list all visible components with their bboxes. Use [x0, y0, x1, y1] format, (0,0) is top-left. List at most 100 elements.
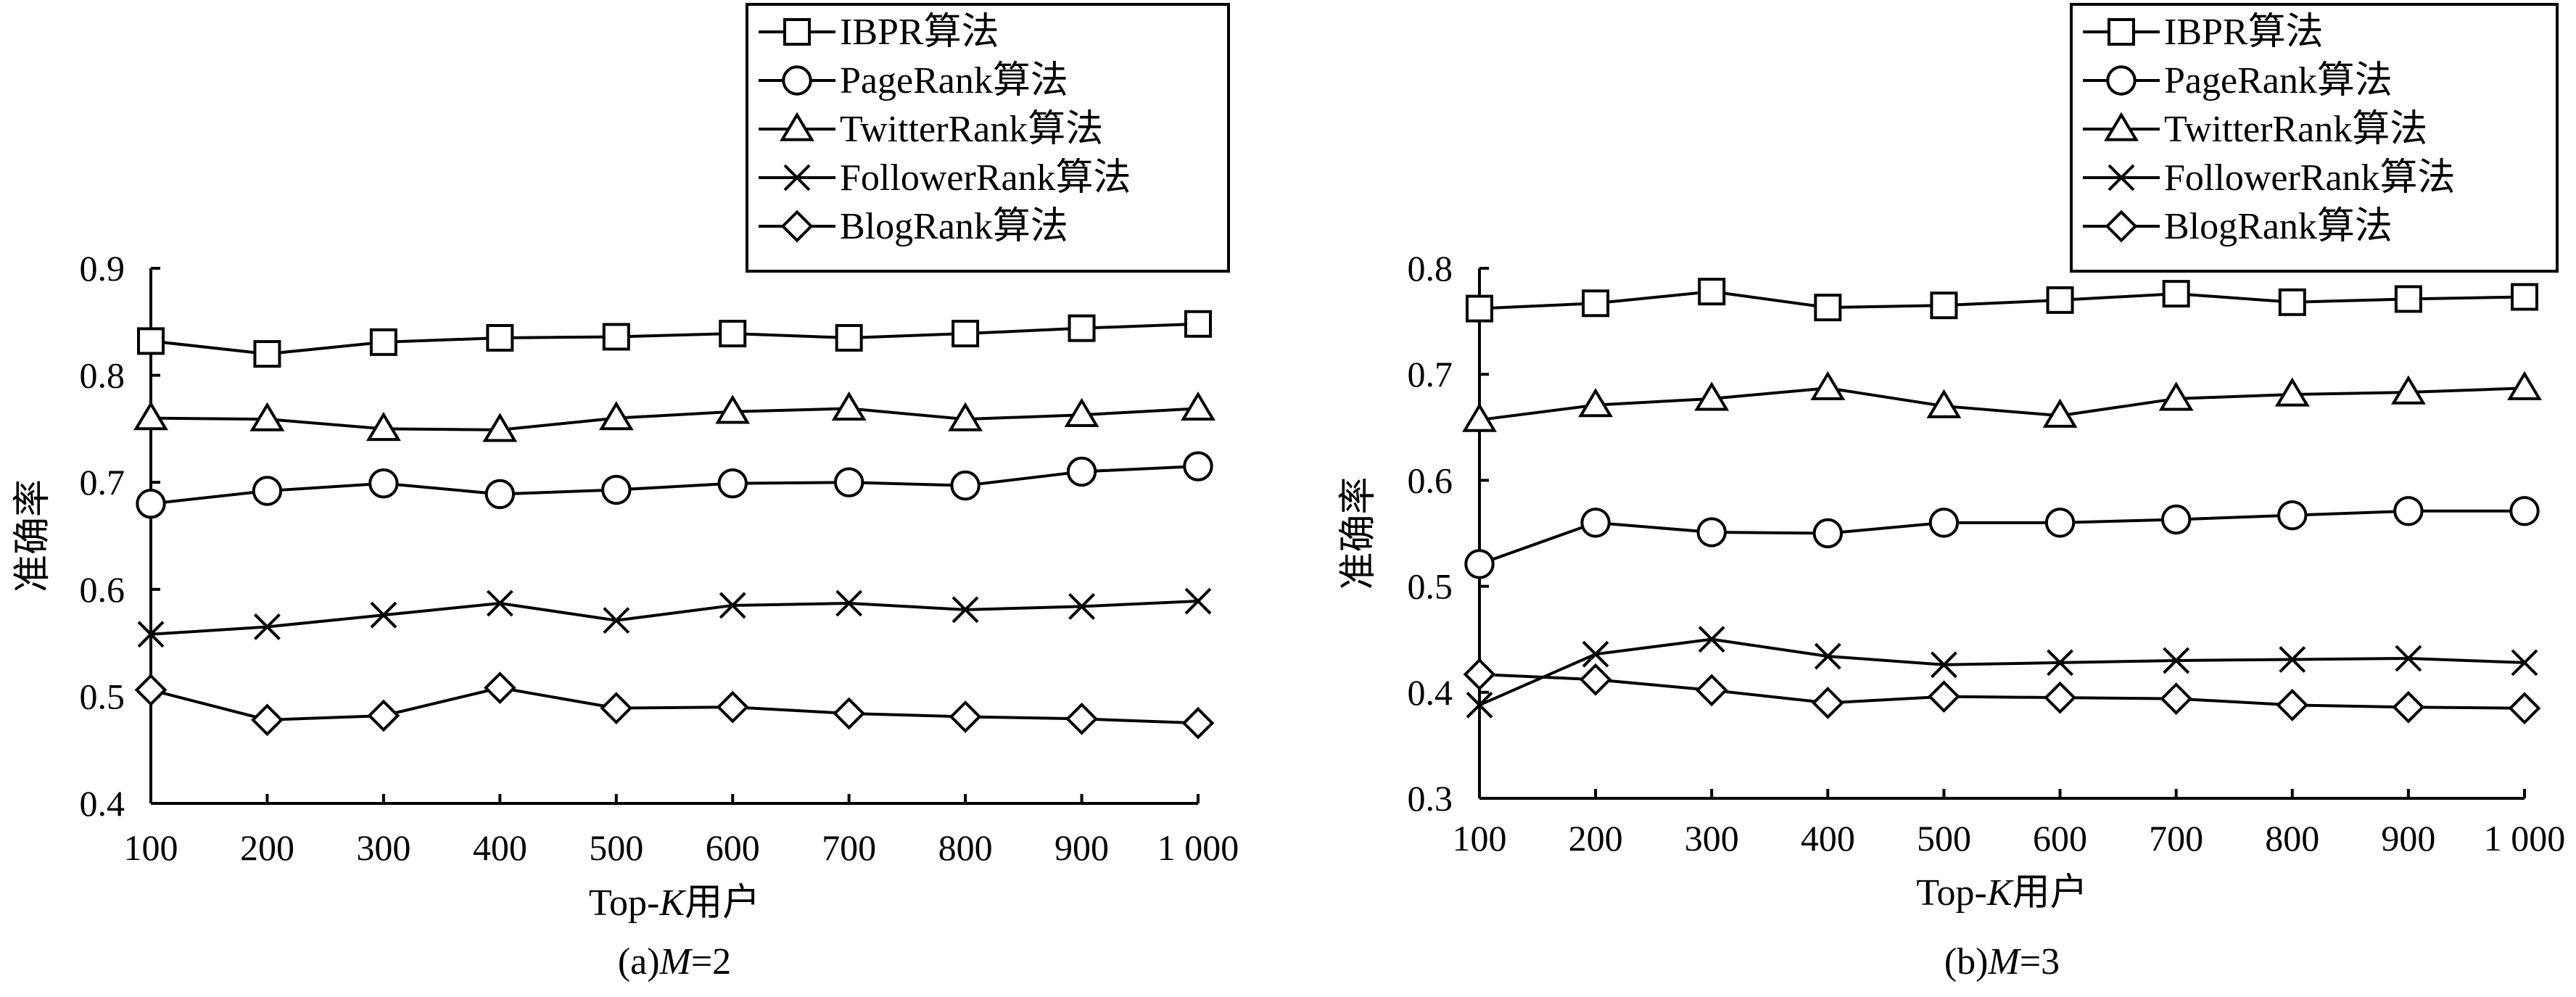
- data-point-triangle: [1462, 402, 1497, 432]
- data-point-triangle: [1810, 371, 1846, 400]
- series-line: [1479, 290, 2525, 310]
- data-point-x: [1814, 642, 1841, 670]
- legend-item: FollowerRank算法: [2083, 157, 2456, 199]
- x-tick-label: 400: [1801, 818, 1855, 859]
- data-point-diamond: [2160, 682, 2193, 715]
- data-point-triangle: [831, 391, 867, 421]
- legend-marker-diamond: [2105, 210, 2138, 243]
- x-tick-label: 600: [706, 827, 760, 868]
- data-point-circle: [2509, 496, 2540, 526]
- x-tick-label: 600: [2033, 818, 2087, 859]
- data-point-x: [1068, 593, 1095, 620]
- legend-item: PageRank算法: [759, 60, 1068, 102]
- x-axis-title-prefix: Top-: [589, 882, 659, 924]
- data-point-square: [835, 323, 863, 352]
- legend-marker-square: [783, 18, 811, 46]
- data-point-triangle: [366, 411, 401, 442]
- data-point-x: [951, 596, 979, 624]
- data-point-triangle: [2274, 377, 2310, 407]
- data-point-circle: [2160, 504, 2192, 535]
- data-point-circle: [136, 489, 166, 519]
- data-point-diamond: [600, 692, 633, 725]
- data-point-circle: [717, 468, 748, 499]
- y-tick-label: 0.7: [1408, 354, 1453, 394]
- data-point-circle: [1812, 518, 1844, 549]
- x-axis-title-prefix: Top-: [1916, 872, 1986, 914]
- y-tick-label: 0.9: [80, 248, 125, 289]
- data-point-triangle: [948, 402, 983, 431]
- data-point-triangle: [598, 401, 634, 431]
- series-line: [150, 600, 1199, 636]
- x-axis-title-variable: K: [659, 882, 686, 924]
- data-point-triangle: [2507, 371, 2542, 400]
- data-point-x: [1931, 651, 1957, 679]
- data-point-x: [2279, 646, 2306, 673]
- y-axis-title: 准确率: [1338, 476, 1379, 589]
- data-point-circle: [484, 479, 516, 510]
- series-line: [150, 465, 1199, 505]
- x-tick-label: 100: [1453, 818, 1507, 859]
- data-point-triangle: [1578, 388, 1614, 418]
- series-circle: [136, 451, 1213, 519]
- data-point-x: [1184, 587, 1212, 615]
- data-point-x: [1582, 640, 1609, 668]
- legend-label: PageRank算法: [2164, 60, 2393, 102]
- y-tick-label: 0.8: [80, 355, 125, 396]
- legend-item: TwitterRank算法: [759, 109, 1103, 150]
- legend-label: FollowerRank算法: [840, 157, 1131, 199]
- x-tick-label: 500: [1917, 818, 1971, 859]
- data-point-square: [2278, 288, 2306, 316]
- data-point-x: [254, 613, 281, 640]
- data-point-diamond: [2044, 681, 2076, 714]
- data-point-circle: [2277, 500, 2308, 531]
- data-point-circle: [1696, 517, 1727, 547]
- legend-label: BlogRank算法: [2164, 206, 2393, 247]
- series-line: [1479, 509, 2525, 566]
- x-tick-label: 900: [1054, 827, 1109, 868]
- legend-label: BlogRank算法: [840, 206, 1068, 247]
- data-point-square: [486, 323, 514, 352]
- caption-rest: =2: [691, 941, 731, 982]
- caption-prefix: (a): [618, 941, 660, 982]
- series-line: [1479, 637, 2525, 707]
- x-tick-label: 800: [938, 827, 993, 868]
- data-point-triangle: [1926, 389, 1962, 418]
- x-tick-label: 500: [589, 827, 643, 868]
- data-point-square: [1068, 314, 1096, 342]
- series-line: [150, 686, 1199, 725]
- data-point-square: [369, 328, 397, 356]
- x-tick-label: 300: [1685, 818, 1739, 859]
- x-tick-label: 200: [1569, 818, 1623, 859]
- data-point-circle: [1580, 508, 1611, 538]
- x-axis-title: Top-K用户: [1916, 872, 2087, 914]
- legend-label: IBPR算法: [2164, 12, 2324, 53]
- data-point-circle: [1464, 549, 1495, 579]
- data-point-x: [603, 607, 630, 634]
- panel-caption: (a)M=2: [618, 941, 731, 982]
- data-point-triangle: [2042, 398, 2078, 428]
- data-point-triangle: [1694, 381, 1730, 411]
- legend-marker-triangle: [780, 112, 814, 141]
- caption-variable: M: [659, 941, 693, 982]
- data-point-square: [2394, 285, 2422, 313]
- panel-caption: (b)M=3: [1944, 941, 2060, 982]
- series-triangle: [1462, 371, 2542, 432]
- data-point-square: [1930, 291, 1958, 320]
- legend-marker-x: [783, 164, 811, 191]
- data-point-x: [1698, 626, 1725, 653]
- y-tick-label: 0.5: [1408, 566, 1453, 607]
- legend-marker-circle: [782, 65, 812, 96]
- data-point-square: [602, 323, 630, 351]
- caption-rest: =3: [2020, 941, 2060, 982]
- data-point-x: [835, 589, 863, 617]
- legend-marker-x: [2108, 164, 2135, 191]
- series-x: [137, 587, 1212, 648]
- data-point-diamond: [367, 699, 400, 732]
- y-tick-label: 0.4: [80, 783, 125, 824]
- data-point-diamond: [1463, 658, 1496, 691]
- data-point-diamond: [716, 690, 749, 724]
- data-point-square: [137, 327, 165, 355]
- data-point-diamond: [949, 700, 982, 733]
- series-line: [150, 322, 1199, 356]
- data-point-circle: [601, 474, 632, 505]
